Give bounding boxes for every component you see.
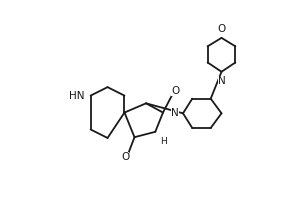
Text: HN: HN [69, 91, 85, 101]
Text: N: N [171, 108, 179, 118]
Text: O: O [218, 24, 226, 34]
Text: O: O [121, 152, 129, 162]
Text: O: O [171, 86, 179, 96]
Text: N: N [218, 76, 225, 86]
Text: H: H [160, 137, 167, 146]
